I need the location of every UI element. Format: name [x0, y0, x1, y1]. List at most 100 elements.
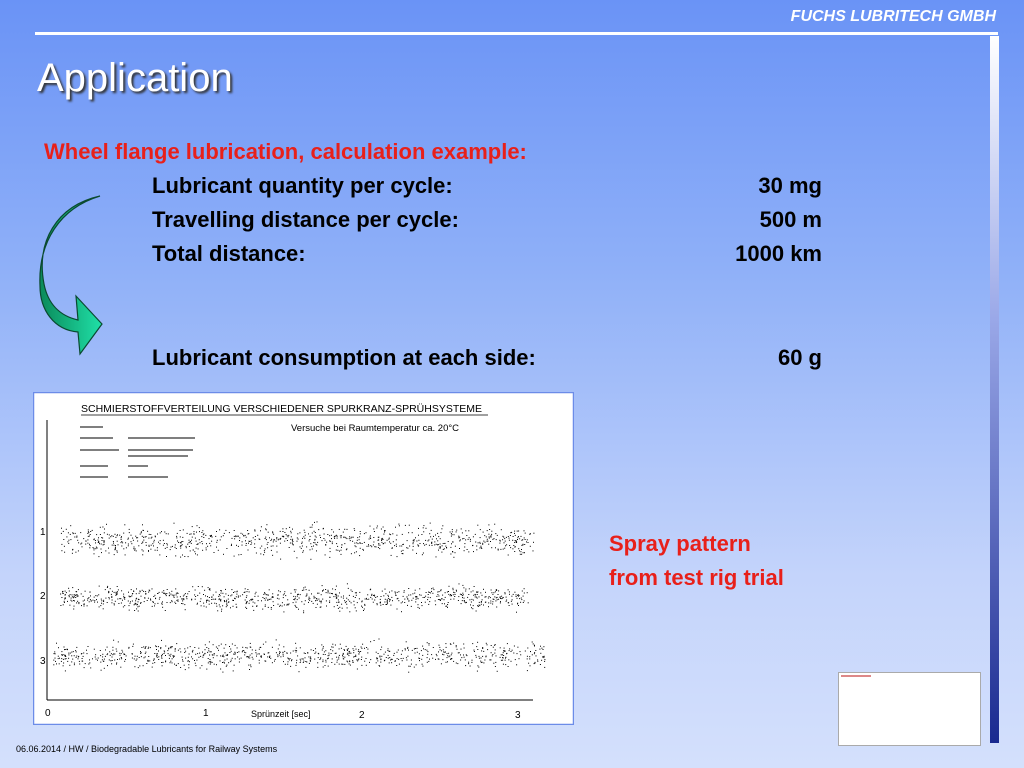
spray-dot	[434, 544, 436, 546]
spray-dot	[484, 659, 486, 661]
spray-dot	[437, 544, 438, 546]
spray-dot	[100, 661, 102, 663]
spray-dot	[199, 600, 201, 602]
spray-dot	[435, 604, 437, 606]
spray-dot	[122, 651, 124, 653]
spray-dot	[349, 600, 351, 602]
spray-dot	[279, 652, 280, 654]
spray-dot	[476, 594, 478, 595]
spray-dot	[163, 590, 165, 592]
spray-dot	[265, 529, 267, 531]
spray-dot	[246, 647, 248, 649]
spray-dot	[472, 643, 474, 645]
spray-dot	[355, 654, 357, 656]
spray-dot	[288, 534, 290, 536]
spray-dot	[421, 605, 423, 607]
spray-dot	[516, 611, 517, 613]
spray-dot	[143, 590, 145, 592]
spray-dot	[127, 543, 129, 545]
spray-dot	[413, 540, 415, 542]
spray-dot	[128, 591, 129, 593]
spray-dot	[145, 544, 147, 546]
spray-dot	[248, 664, 250, 666]
spray-dot	[341, 663, 343, 665]
spray-dot	[74, 536, 76, 538]
spray-dot	[88, 663, 90, 665]
spray-dot	[431, 541, 433, 543]
spray-dot	[300, 547, 302, 549]
spray-dot	[187, 543, 189, 545]
spray-dot	[332, 588, 334, 590]
spray-dot	[75, 595, 77, 596]
spray-dot	[416, 552, 417, 554]
spray-dot	[321, 600, 322, 602]
spray-dot	[376, 658, 378, 660]
spray-dot	[166, 543, 168, 545]
spray-dot	[311, 548, 313, 550]
spray-dot	[198, 539, 200, 541]
spray-dot	[83, 605, 85, 607]
spray-dot	[338, 656, 340, 658]
spray-dot	[331, 543, 333, 545]
spray-dot	[415, 598, 417, 600]
spray-dot	[311, 546, 313, 548]
spray-dot	[210, 662, 212, 664]
spray-dot	[282, 528, 284, 530]
spray-dot	[387, 648, 389, 650]
spray-dot	[121, 541, 123, 542]
spray-dot	[483, 588, 484, 590]
spray-dot	[346, 660, 348, 662]
spray-dot	[208, 603, 210, 605]
spray-dot	[64, 597, 66, 599]
spray-dot	[106, 533, 108, 535]
spray-dot	[213, 654, 215, 656]
spray-dot	[394, 591, 396, 593]
spray-dot	[253, 609, 255, 611]
spray-dot	[134, 655, 136, 657]
spray-dot	[314, 652, 316, 654]
spray-dot	[274, 539, 275, 541]
spray-dot	[448, 652, 450, 654]
spray-dot	[201, 665, 203, 667]
spray-dot	[450, 546, 452, 548]
spray-dot	[453, 598, 455, 600]
spray-dot	[165, 645, 167, 647]
spray-dot	[320, 657, 322, 659]
spray-dot	[182, 659, 183, 661]
spray-dot	[225, 606, 227, 608]
spray-dot	[311, 524, 313, 526]
spray-dot	[168, 648, 170, 650]
spray-dot	[234, 658, 236, 660]
spray-dot	[59, 657, 60, 659]
spray-dot	[246, 595, 248, 597]
spray-dot	[319, 659, 321, 660]
spray-dot	[152, 601, 154, 602]
spray-dot	[197, 653, 199, 655]
spray-dot	[231, 589, 233, 591]
spray-dot	[427, 540, 429, 542]
spray-dot	[501, 598, 503, 600]
spray-dot	[85, 543, 87, 545]
spray-dot	[238, 658, 240, 660]
spray-dot	[329, 596, 331, 598]
spray-dot	[71, 651, 73, 653]
spray-dot	[280, 558, 282, 560]
spray-dot	[396, 556, 398, 558]
spray-dot	[507, 589, 509, 591]
spray-dot	[186, 598, 188, 600]
spray-dot	[159, 596, 161, 598]
spray-dot	[461, 532, 463, 534]
spray-dot	[466, 535, 468, 536]
spray-dot	[158, 598, 160, 600]
spray-dot	[257, 595, 259, 597]
spray-dot	[342, 663, 344, 665]
spray-dot	[169, 549, 171, 551]
spray-dot	[130, 589, 132, 591]
spray-dot	[496, 599, 498, 601]
spray-dot	[327, 658, 328, 660]
spray-dot	[288, 659, 290, 661]
spray-dot	[362, 548, 364, 550]
result-value: 60 g	[777, 345, 822, 370]
spray-dot	[88, 532, 90, 534]
spray-dot	[240, 532, 242, 534]
